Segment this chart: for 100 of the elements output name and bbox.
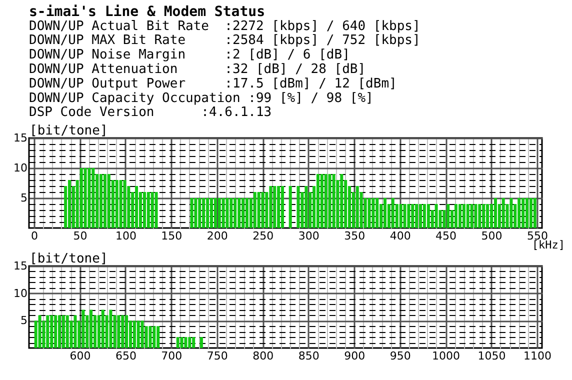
- y-tick-label: 15: [14, 260, 28, 272]
- bar: [434, 204, 438, 228]
- bar: [304, 186, 308, 228]
- bar: [154, 192, 158, 228]
- bar: [529, 198, 532, 228]
- x-tick-label: 50: [73, 230, 88, 242]
- bar: [68, 180, 71, 228]
- bar: [103, 174, 106, 228]
- bar: [146, 192, 150, 228]
- bar: [109, 310, 112, 348]
- bar: [277, 186, 280, 228]
- y-tick-label: 15: [14, 132, 28, 144]
- bar: [273, 186, 276, 228]
- x-tick-label: 200: [206, 230, 228, 242]
- x-axis-title: [kHz]: [532, 238, 566, 252]
- x-tick-label: 350: [344, 230, 366, 242]
- x-tick-label: 700: [161, 350, 182, 362]
- x-tick-label: 150: [161, 230, 182, 242]
- bar: [320, 174, 324, 228]
- bar: [257, 192, 260, 228]
- bar: [100, 174, 103, 228]
- y-axis-title: [bit/tone]: [30, 124, 108, 138]
- bar: [411, 204, 414, 228]
- x-tick-label: 450: [436, 230, 457, 242]
- bar: [502, 198, 505, 228]
- bar: [82, 310, 85, 348]
- bar: [66, 315, 69, 348]
- bar: [368, 198, 371, 228]
- x-tick-label: 400: [390, 230, 411, 242]
- bar: [125, 315, 128, 348]
- bar: [206, 198, 210, 228]
- x-tick-label: 600: [70, 350, 91, 362]
- x-tick-label: 0: [31, 230, 38, 242]
- bar: [107, 174, 110, 228]
- x-tick-label: 900: [344, 350, 366, 362]
- bar: [466, 204, 470, 228]
- bar: [454, 204, 458, 228]
- bar: [198, 198, 202, 228]
- bar: [38, 315, 42, 348]
- y-tick-label: 5: [20, 192, 28, 204]
- bar: [101, 310, 104, 348]
- bar: [117, 315, 120, 348]
- bar: [214, 198, 217, 228]
- x-tick-label: 1050: [478, 350, 506, 362]
- bar: [494, 198, 497, 228]
- bar: [426, 204, 430, 228]
- bar: [222, 198, 225, 228]
- x-tick-label: 100: [115, 230, 136, 242]
- x-tick-label: 1100: [524, 350, 552, 362]
- bar: [218, 198, 221, 228]
- bar: [194, 198, 198, 228]
- bar: [399, 204, 402, 228]
- bar: [136, 320, 140, 348]
- bar: [115, 180, 118, 228]
- bar: [92, 168, 95, 228]
- bar: [288, 186, 292, 228]
- bar: [415, 204, 418, 228]
- bar: [88, 168, 91, 228]
- bar: [190, 198, 194, 228]
- text: DOWN/UP Output Power :17.5 [dBm] / 12 [dBm]: [29, 76, 397, 92]
- bar: [230, 198, 233, 228]
- x-tick-label: 950: [390, 350, 411, 362]
- bar: [74, 315, 77, 348]
- bar: [142, 192, 146, 228]
- bar: [261, 192, 264, 228]
- bar: [340, 174, 344, 228]
- bar: [280, 186, 284, 228]
- bar: [522, 198, 525, 228]
- bar: [80, 168, 83, 228]
- bar: [200, 337, 203, 348]
- bar: [482, 204, 486, 228]
- bar: [46, 315, 50, 348]
- bar: [376, 198, 379, 228]
- bar: [119, 180, 122, 228]
- bar: [296, 186, 300, 228]
- bar: [458, 204, 462, 228]
- bar: [210, 198, 214, 228]
- text: DOWN/UP Noise Margin :2 [dB] / 6 [dB]: [29, 48, 350, 63]
- bar: [202, 198, 206, 228]
- text: DOWN/UP Capacity Occupation :99 [%] / 98 [%]: [29, 90, 374, 106]
- bar: [384, 198, 387, 228]
- bar: [324, 174, 328, 228]
- bar: [510, 198, 513, 228]
- x-tick-label: 650: [115, 350, 136, 362]
- x-tick-label: 800: [252, 350, 274, 362]
- x-tick-label: 750: [206, 350, 228, 362]
- bar: [332, 174, 336, 228]
- bar: [84, 168, 87, 228]
- y-tick-label: 10: [14, 162, 28, 174]
- bar: [407, 204, 410, 228]
- bar: [140, 320, 144, 348]
- bar: [253, 192, 256, 228]
- bar: [462, 204, 466, 228]
- bar: [418, 204, 422, 228]
- bar: [180, 337, 184, 348]
- y-axis-title: [bit/tone]: [30, 252, 108, 266]
- bar: [328, 174, 332, 228]
- x-tick-label: 500: [481, 230, 502, 242]
- bar: [176, 337, 180, 348]
- bar: [518, 198, 521, 228]
